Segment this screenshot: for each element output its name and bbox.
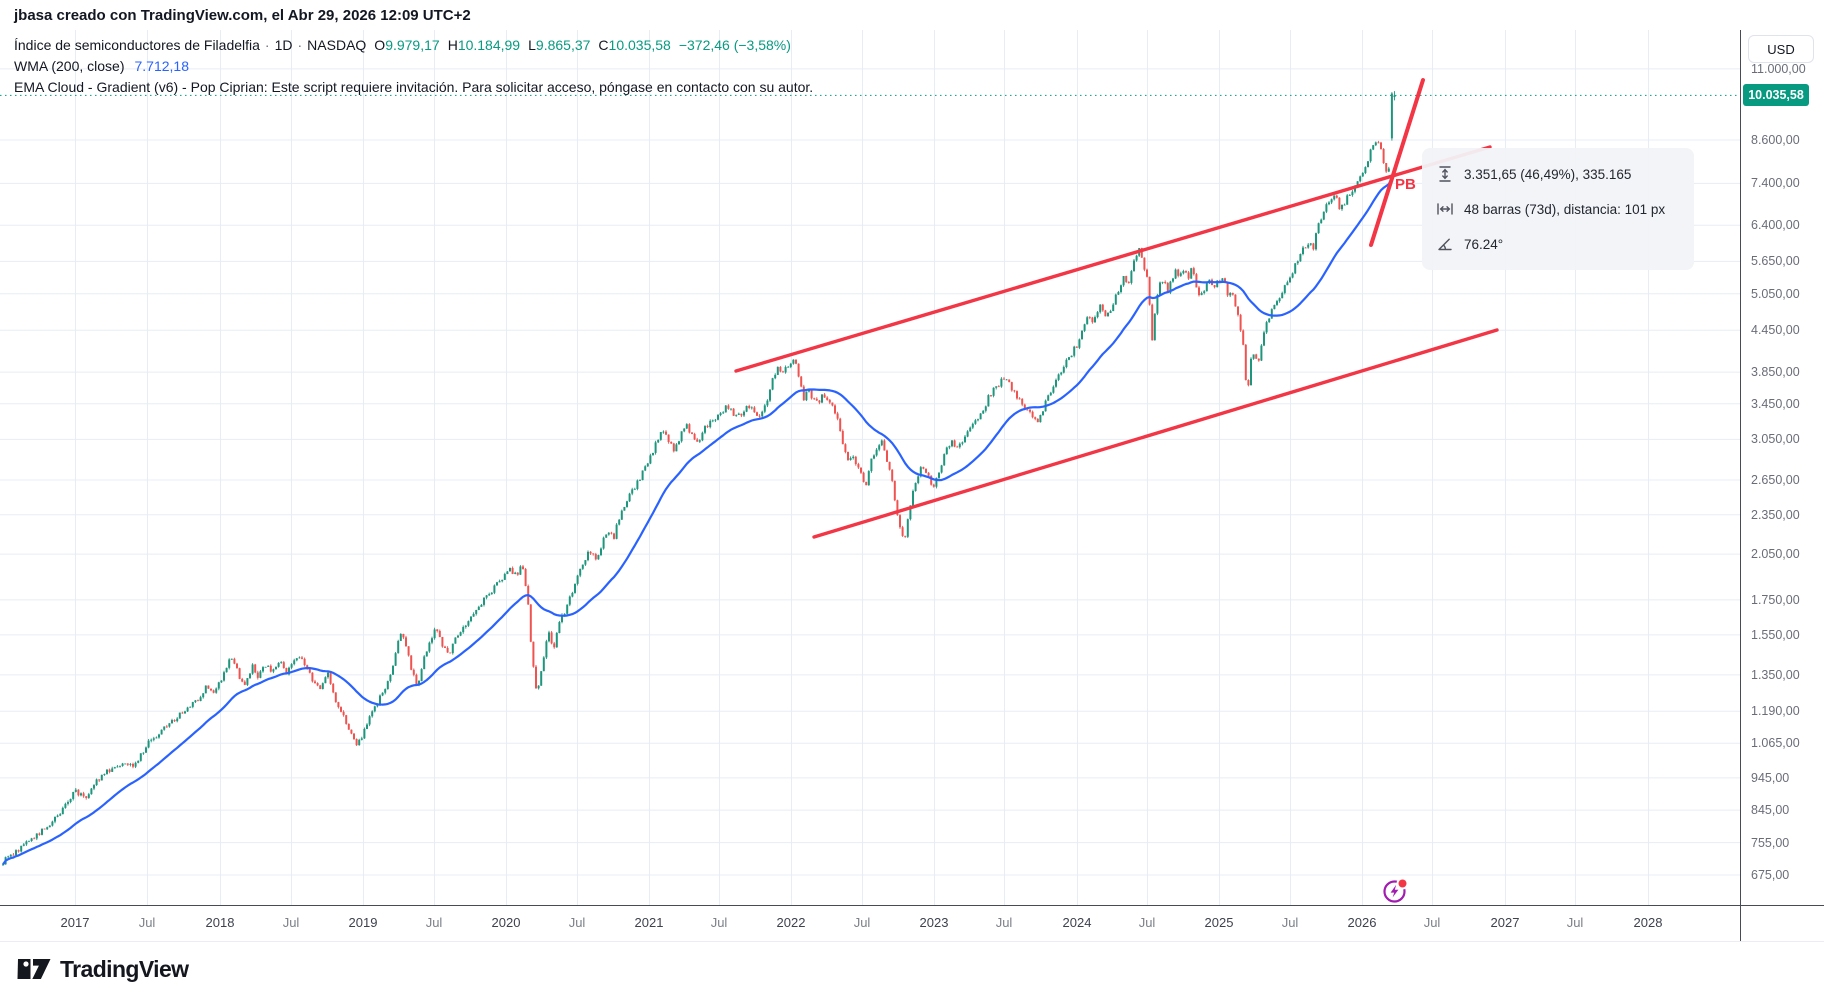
change-value: −372,46 (−3,58%) (678, 37, 791, 53)
time-tick-year: 2026 (1347, 915, 1377, 930)
time-tick-year: 2022 (776, 915, 806, 930)
price-tick-label: 675,00 (1751, 868, 1790, 883)
price-tick-label: 3.050,00 (1751, 432, 1800, 447)
price-tick-label: 1.550,00 (1751, 627, 1800, 642)
measure-bars-text: 48 barras (73d), distancia: 101 px (1464, 201, 1666, 217)
price-tick-label: 5.650,00 (1751, 254, 1800, 269)
channel-lower-line[interactable] (812, 328, 1499, 539)
chart-legend: Índice de semiconductores de Filadelfia ·… (14, 35, 813, 98)
wma-value: 7.712,18 (134, 58, 189, 74)
time-tick-month: Jul (1138, 915, 1156, 930)
ema-cloud-script-message: EMA Cloud - Gradient (v6) - Pop Ciprian:… (14, 79, 814, 95)
price-tick-label: 11.000,00 (1751, 61, 1806, 76)
price-tick-label: 5.050,00 (1751, 286, 1800, 301)
price-tick-label: 1.750,00 (1751, 592, 1800, 607)
time-axis-border (0, 905, 1824, 906)
high-label: H (447, 37, 458, 53)
high-value: 10.184,99 (457, 37, 521, 53)
ema-cloud-legend-row[interactable]: EMA Cloud - Gradient (v6) - Pop Ciprian:… (14, 77, 813, 98)
close-value: 10.035,58 (608, 37, 671, 53)
symbol-exchange: NASDAQ (307, 37, 367, 53)
price-tick-label: 8.600,00 (1751, 132, 1800, 147)
price-tick-label: 2.650,00 (1751, 472, 1800, 487)
time-tick-year: 2025 (1204, 915, 1234, 930)
wma-200-line[interactable] (2, 172, 1396, 866)
measure-angle-row: 76.24° (1436, 231, 1680, 257)
time-tick-year: 2020 (491, 915, 521, 930)
time-tick-year: 2021 (634, 915, 664, 930)
measure-bars-row: 48 barras (73d), distancia: 101 px (1436, 196, 1680, 222)
currency-button[interactable]: USD (1748, 35, 1814, 63)
time-tick-month: Jul (568, 915, 586, 930)
channel-upper-line[interactable] (734, 145, 1492, 373)
pullback-label[interactable]: PB (1395, 176, 1416, 193)
time-tick-month: Jul (425, 915, 443, 930)
candlestick-series[interactable] (2, 91, 1396, 866)
chart-plot-area[interactable]: Índice de semiconductores de Filadelfia ·… (0, 30, 1740, 905)
symbol-timeframe: 1D (274, 37, 293, 53)
tradingview-logo-text: TradingView (60, 956, 189, 982)
price-tick-label: 1.350,00 (1751, 667, 1800, 682)
time-tick-month: Jul (1281, 915, 1299, 930)
time-scale[interactable]: 2017 Jul 2018 Jul 2019 Jul 2020 Jul 2021 Jul 2022 J… (0, 906, 1740, 941)
measure-trend-line[interactable] (1369, 78, 1425, 247)
grid-lines (0, 30, 1740, 905)
tradingview-logo[interactable]: TradingView (17, 956, 189, 983)
time-tick-month: Jul (1423, 915, 1441, 930)
open-label: O (374, 37, 386, 53)
time-tick-month: Jul (710, 915, 728, 930)
price-tick-label: 6.400,00 (1751, 218, 1800, 233)
legend-separator: · (297, 37, 303, 53)
events-flash-icon[interactable] (1382, 878, 1408, 904)
last-price-badge: 10.035,58 (1743, 84, 1809, 107)
time-tick-month: Jul (995, 915, 1013, 930)
chart-canvas[interactable] (0, 30, 1740, 905)
time-tick-year: 2028 (1633, 915, 1663, 930)
angle-icon (1438, 238, 1452, 251)
low-value: 9.865,37 (535, 37, 591, 53)
footer-divider (0, 941, 1824, 942)
price-tick-label: 1.065,00 (1751, 736, 1800, 751)
price-scale[interactable]: USD 11.000,00 8.600,00 7.400,00 6.400,00 5.6… (1740, 30, 1824, 941)
price-tick-label: 3.450,00 (1751, 396, 1800, 411)
attribution-text: jbasa creado con TradingView.com, el Abr… (14, 7, 471, 24)
time-tick-year: 2024 (1062, 915, 1092, 930)
time-tick-month: Jul (138, 915, 156, 930)
price-tick-label: 4.450,00 (1751, 323, 1800, 338)
measure-price-row: 3.351,65 (46,49%), 335.165 (1436, 161, 1680, 187)
time-tick-year: 2017 (60, 915, 90, 930)
price-tick-label: 945,00 (1751, 770, 1790, 785)
price-tick-label: 755,00 (1751, 835, 1790, 850)
measure-tooltip: 3.351,65 (46,49%), 335.165 48 barras (73… (1422, 148, 1694, 270)
time-tick-month: Jul (1566, 915, 1584, 930)
footer: TradingView (0, 942, 1824, 1006)
wma-legend-row[interactable]: WMA (200, close) 7.712,18 (14, 56, 813, 77)
time-tick-month: Jul (282, 915, 300, 930)
price-tick-label: 3.850,00 (1751, 365, 1800, 380)
open-value: 9.979,17 (385, 37, 440, 53)
symbol-title: Índice de semiconductores de Filadelfia (14, 37, 260, 53)
vertical-measure-icon (1439, 166, 1451, 182)
time-tick-year: 2027 (1490, 915, 1520, 930)
measure-price-text: 3.351,65 (46,49%), 335.165 (1464, 166, 1632, 182)
time-tick-year: 2018 (205, 915, 235, 930)
notification-dot (1398, 879, 1407, 888)
symbol-legend-row[interactable]: Índice de semiconductores de Filadelfia ·… (14, 35, 813, 56)
price-tick-label: 2.050,00 (1751, 547, 1800, 562)
close-label: C (598, 37, 609, 53)
legend-separator: · (264, 37, 270, 53)
time-tick-year: 2023 (919, 915, 949, 930)
price-tick-label: 845,00 (1751, 803, 1790, 818)
bars-measure-icon (1437, 203, 1453, 215)
wma-label: WMA (200, close) (14, 58, 125, 74)
price-tick-label: 7.400,00 (1751, 176, 1800, 191)
price-tick-label: 2.350,00 (1751, 507, 1800, 522)
time-tick-month: Jul (853, 915, 871, 930)
time-tick-year: 2019 (348, 915, 378, 930)
measure-angle-text: 76.24° (1464, 236, 1504, 252)
tradingview-logo-icon (17, 959, 51, 979)
low-label: L (528, 37, 536, 53)
price-tick-label: 1.190,00 (1751, 704, 1800, 719)
